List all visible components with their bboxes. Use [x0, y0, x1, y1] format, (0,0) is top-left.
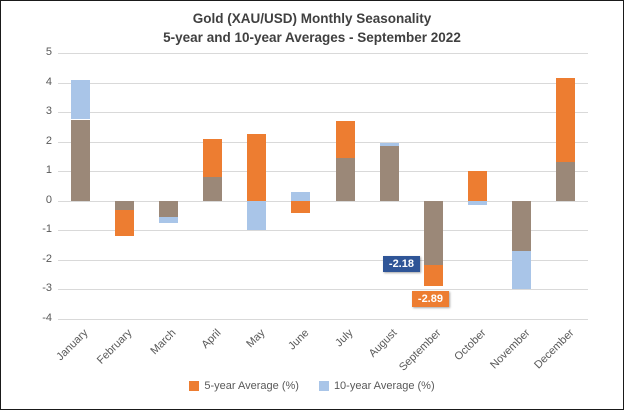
bar-10yr-march [158, 217, 178, 223]
bar-5yr-april [203, 138, 223, 178]
y-tick-label: -2 [42, 252, 52, 265]
bar-10yr-november [512, 251, 532, 290]
bar-overlap-august [379, 146, 399, 201]
chart-title: Gold (XAU/USD) Monthly Seasonality 5-yea… [1, 10, 623, 48]
bar-10yr-august [379, 143, 399, 147]
legend-item-5yr: 5-year Average (%) [189, 380, 299, 392]
data-label--2.89: -2.89 [411, 291, 449, 308]
y-tick-label: -1 [42, 223, 52, 236]
y-tick-label: 5 [45, 46, 52, 58]
gridline [58, 289, 588, 291]
y-tick-label: 1 [45, 164, 52, 177]
legend: 5-year Average (%) 10-year Average (%) [1, 380, 623, 392]
bar-5yr-june [291, 200, 311, 213]
bar-overlap-december [556, 162, 576, 201]
bar-overlap-september [423, 200, 443, 266]
bar-overlap-july [335, 157, 355, 201]
chart-title-line2: 5-year and 10-year Averages - September … [163, 29, 461, 45]
y-tick-label: -3 [42, 282, 52, 295]
bar-overlap-january [70, 119, 90, 201]
bar-10yr-january [70, 79, 90, 120]
legend-item-10yr: 10-year Average (%) [318, 380, 435, 392]
y-tick-label: 3 [45, 105, 52, 118]
bar-5yr-december [556, 78, 576, 163]
gridline [58, 171, 588, 173]
gridline [58, 53, 588, 54]
data-label--2.18: -2.18 [382, 256, 420, 273]
legend-label-10yr: 10-year Average (%) [333, 380, 435, 392]
legend-label-5yr: 5-year Average (%) [204, 380, 299, 392]
bar-5yr-october [468, 171, 488, 201]
bar-overlap-november [512, 200, 532, 251]
bar-10yr-may [247, 200, 267, 231]
gridline [58, 82, 588, 84]
gridline [58, 230, 588, 232]
bar-overlap-march [158, 200, 178, 218]
gridline [58, 259, 588, 261]
legend-swatch-5yr-icon [189, 381, 200, 391]
y-tick-label: -4 [42, 312, 52, 324]
chart-title-line1: Gold (XAU/USD) Monthly Seasonality [192, 11, 432, 26]
bar-overlap-february [114, 200, 134, 210]
y-tick-label: 4 [45, 75, 52, 88]
bar-10yr-october [468, 200, 488, 206]
y-tick-label: 2 [45, 134, 52, 147]
bar-5yr-may [247, 134, 267, 201]
bar-10yr-june [291, 191, 311, 201]
bar-5yr-september [423, 265, 443, 287]
gridline [58, 200, 588, 202]
gridline [58, 319, 588, 320]
gridline [58, 141, 588, 143]
gridline [58, 112, 588, 114]
bar-5yr-july [335, 120, 355, 158]
y-tick-label: 0 [45, 193, 52, 206]
legend-swatch-10yr-icon [318, 381, 329, 391]
bar-5yr-february [114, 209, 134, 237]
bar-overlap-april [203, 177, 223, 201]
